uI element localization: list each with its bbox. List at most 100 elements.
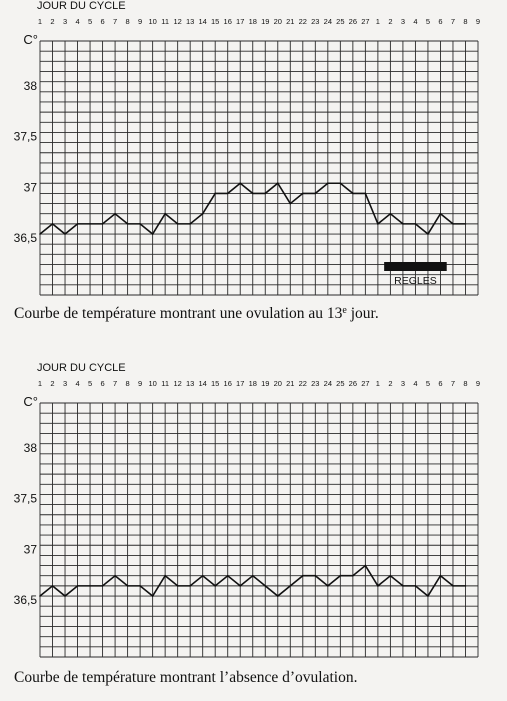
data-point (114, 212, 116, 215)
x-tick-label: 21 (286, 379, 294, 388)
x-tick-label: 4 (413, 17, 417, 26)
y-unit-label: C° (23, 394, 38, 409)
x-tick-label: 15 (211, 379, 219, 388)
caption-ovulation: Courbe de température montrant une ovula… (14, 305, 379, 323)
caption-ovulation-tail: jour. (346, 305, 379, 322)
data-point (452, 585, 454, 587)
x-tick-label: 10 (148, 17, 156, 26)
annotation-band (384, 262, 447, 271)
x-tick-label: 3 (63, 17, 67, 26)
x-tick-label: 5 (88, 379, 92, 388)
data-point (402, 585, 404, 587)
x-tick-label: 13 (186, 17, 194, 26)
data-point (101, 223, 104, 225)
x-tick-label: 17 (236, 379, 244, 388)
data-point (176, 223, 179, 225)
data-point (64, 595, 66, 597)
data-point (439, 574, 442, 577)
data-point (151, 595, 154, 597)
data-point (51, 585, 54, 587)
data-point (101, 585, 104, 587)
y-tick-label: 36,5 (14, 231, 38, 245)
data-point (139, 223, 141, 225)
x-tick-label: 8 (463, 379, 467, 388)
x-tick-label: 15 (211, 17, 219, 26)
x-tick-label: 8 (126, 379, 130, 388)
data-point (64, 233, 66, 235)
data-point (314, 192, 317, 195)
x-tick-label: 19 (261, 379, 269, 388)
annotation-label: REGLES (394, 275, 437, 287)
x-tick-label: 12 (173, 379, 181, 388)
data-point (352, 192, 354, 195)
x-tick-label: 1 (376, 17, 380, 26)
data-point (139, 585, 141, 587)
y-tick-label: 38 (24, 441, 38, 455)
grid (39, 402, 479, 658)
x-tick-label: 26 (349, 17, 357, 26)
data-point (251, 574, 254, 577)
y-unit-label: C° (23, 32, 38, 47)
data-point (389, 212, 392, 215)
caption-ovulation-text: Courbe de température montrant une ovula… (14, 305, 343, 322)
x-tick-label: 9 (138, 17, 142, 26)
data-point (51, 223, 54, 225)
data-point (464, 223, 467, 225)
data-point (239, 182, 242, 185)
x-tick-label: 3 (401, 17, 405, 26)
data-point (226, 192, 229, 195)
x-tick-label: 20 (274, 379, 282, 388)
x-tick-label: 23 (311, 17, 319, 26)
x-tick-label: 4 (413, 379, 417, 388)
x-tick-label: 2 (388, 379, 392, 388)
data-point (214, 192, 216, 195)
x-tick-label: 7 (113, 17, 117, 26)
x-tick-label: 13 (186, 379, 194, 388)
data-point (427, 595, 429, 597)
data-point (151, 233, 154, 235)
data-point (189, 585, 191, 587)
data-point (189, 223, 191, 225)
data-point (302, 192, 304, 195)
x-tick-label: 4 (75, 17, 79, 26)
x-tick-label: 5 (426, 379, 430, 388)
x-tick-label: 14 (199, 379, 207, 388)
x-tick-label: 27 (361, 379, 369, 388)
x-tick-label: 9 (476, 17, 480, 26)
data-point (327, 585, 329, 587)
data-point (201, 574, 204, 577)
x-tick-label: 4 (75, 379, 79, 388)
x-tick-label: 8 (463, 17, 467, 26)
x-tick-label: 17 (236, 17, 244, 26)
data-point (302, 574, 304, 577)
data-point (276, 595, 279, 597)
data-point (89, 223, 91, 225)
x-tick-label: 16 (224, 17, 232, 26)
data-point (389, 574, 392, 577)
y-tick-label: 37 (24, 180, 38, 194)
data-point (314, 574, 317, 577)
data-point (364, 564, 367, 567)
x-tick-label: 9 (138, 379, 142, 388)
data-point (39, 233, 41, 235)
data-point (89, 585, 91, 587)
data-point (214, 585, 216, 587)
data-point (76, 585, 79, 587)
data-point (364, 192, 367, 195)
data-point (352, 574, 354, 577)
x-tick-label: 24 (324, 17, 332, 26)
chart-title: JOUR DU CYCLE (37, 0, 126, 12)
x-tick-label: 20 (274, 17, 282, 26)
x-tick-label: 5 (426, 17, 430, 26)
data-point (176, 585, 179, 587)
data-point (289, 585, 292, 587)
data-point (339, 182, 342, 185)
x-tick-label: 3 (401, 379, 405, 388)
caption-no-ovulation: Courbe de température montrant l’absence… (14, 669, 357, 687)
x-tick-label: 12 (173, 17, 181, 26)
data-point (439, 212, 442, 215)
x-tick-label: 7 (451, 17, 455, 26)
x-tick-label: 6 (438, 17, 442, 26)
data-point (239, 585, 242, 587)
